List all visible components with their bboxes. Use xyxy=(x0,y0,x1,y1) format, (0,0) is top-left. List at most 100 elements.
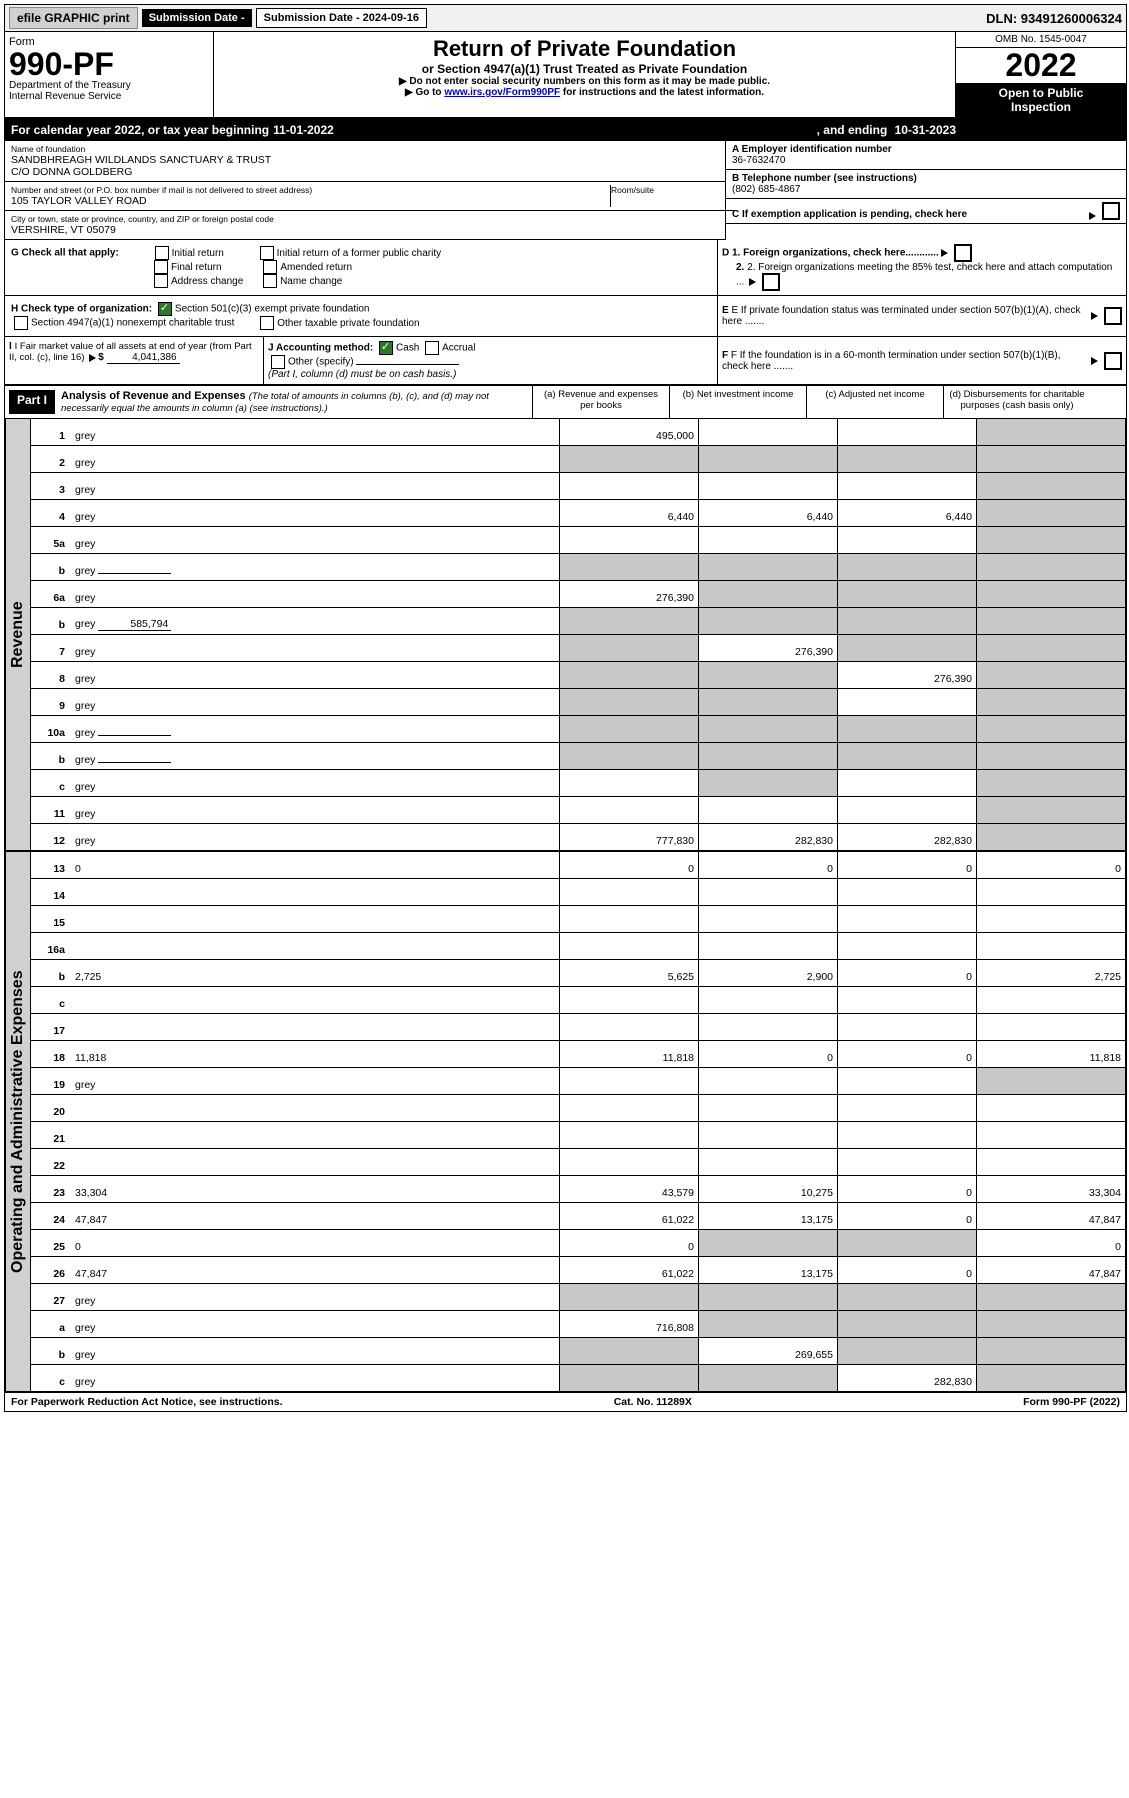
triangle-i xyxy=(89,354,96,362)
line-num: b xyxy=(31,1338,72,1365)
chk-4947a1[interactable] xyxy=(14,316,28,330)
foundation-name-1: SANDBHREAGH WILDLANDS SANCTUARY & TRUST xyxy=(11,154,719,166)
chk-other-method[interactable] xyxy=(271,355,285,369)
chk-other-taxable[interactable] xyxy=(260,316,274,330)
opt-name: Name change xyxy=(280,276,342,287)
section-i-j-f-row: I I Fair market value of all assets at e… xyxy=(5,337,1126,384)
part1-badge: Part I xyxy=(9,390,55,414)
j-note: (Part I, column (d) must be on cash basi… xyxy=(268,369,456,380)
chk-cash[interactable] xyxy=(379,341,393,355)
line-num: 11 xyxy=(31,797,72,824)
form-container: efile GRAPHIC print Submission Date - Su… xyxy=(4,4,1127,1412)
chk-final-return[interactable] xyxy=(154,260,168,274)
omb-number: OMB No. 1545-0047 xyxy=(956,32,1126,48)
chk-501c3[interactable] xyxy=(158,302,172,316)
d1-checkbox[interactable] xyxy=(954,244,972,262)
ein-label: A Employer identification number xyxy=(732,144,1120,155)
opt-final: Final return xyxy=(171,262,222,273)
revenue-table: 1grey495,0002grey3grey4grey6,4406,4406,4… xyxy=(30,419,1126,851)
submission-date-label: Submission Date - xyxy=(142,9,252,27)
revenue-side-label: Revenue xyxy=(5,419,30,851)
line-desc: grey xyxy=(71,500,560,527)
table-row: 7grey276,390 xyxy=(31,635,1126,662)
table-row: 19grey xyxy=(31,1068,1126,1095)
triangle-f xyxy=(1091,357,1098,365)
line-num: 9 xyxy=(31,689,72,716)
table-row: bgrey 585,794 xyxy=(31,608,1126,635)
table-row: bgrey xyxy=(31,554,1126,581)
line-num: c xyxy=(31,987,72,1014)
line-num: b xyxy=(31,960,72,987)
table-row: 12grey777,830282,830282,830 xyxy=(31,824,1126,851)
room-label: Room/suite xyxy=(611,185,731,195)
exemption-pending-cell: C If exemption application is pending, c… xyxy=(726,199,1126,224)
f-checkbox[interactable] xyxy=(1104,352,1122,370)
chk-address-change[interactable] xyxy=(154,274,168,288)
line-desc: grey xyxy=(71,554,560,581)
header-left: Form 990-PF Department of the Treasury I… xyxy=(5,32,214,117)
line-desc: grey xyxy=(71,824,560,851)
open-public-badge: Open to Public Inspection xyxy=(956,83,1126,117)
table-row: b2,7255,6252,90002,725 xyxy=(31,960,1126,987)
triangle-d2 xyxy=(749,278,756,286)
line-num: 7 xyxy=(31,635,72,662)
line-desc xyxy=(71,1095,560,1122)
col-d-header: (d) Disbursements for charitable purpose… xyxy=(943,386,1090,418)
form-instructions-link[interactable]: www.irs.gov/Form990PF xyxy=(444,87,560,98)
line-desc xyxy=(71,879,560,906)
line-num: 17 xyxy=(31,1014,72,1041)
line-desc: grey xyxy=(71,527,560,554)
col-a-header: (a) Revenue and expenses per books xyxy=(532,386,669,418)
table-row: 2647,84761,02213,175047,847 xyxy=(31,1257,1126,1284)
phone-label: B Telephone number (see instructions) xyxy=(732,173,1120,184)
footer-cat: Cat. No. 11289X xyxy=(614,1396,692,1408)
line-desc: 33,304 xyxy=(71,1176,560,1203)
line-desc: grey xyxy=(71,635,560,662)
line-desc: 11,818 xyxy=(71,1041,560,1068)
chk-name-change[interactable] xyxy=(263,274,277,288)
line-desc xyxy=(71,1014,560,1041)
line-num: 10a xyxy=(31,716,72,743)
line-num: 2 xyxy=(31,446,72,473)
col-c-header: (c) Adjusted net income xyxy=(806,386,943,418)
efile-print-button[interactable]: efile GRAPHIC print xyxy=(9,7,138,29)
address-row: Number and street (or P.O. box number if… xyxy=(5,182,737,211)
line-desc: grey xyxy=(71,797,560,824)
submission-date-value: Submission Date - 2024-09-16 xyxy=(256,8,427,28)
table-row: 22 xyxy=(31,1149,1126,1176)
g-label: G Check all that apply: xyxy=(11,248,119,259)
line-desc: grey xyxy=(71,473,560,500)
table-row: bgrey269,655 xyxy=(31,1338,1126,1365)
chk-initial-former[interactable] xyxy=(260,246,274,260)
line-desc: 0 xyxy=(71,1230,560,1257)
chk-initial-return[interactable] xyxy=(155,246,169,260)
line-num: 1 xyxy=(31,419,72,446)
line-desc xyxy=(71,906,560,933)
table-row: 2333,30443,57910,275033,304 xyxy=(31,1176,1126,1203)
d2-checkbox[interactable] xyxy=(762,273,780,291)
note-link-post: for instructions and the latest informat… xyxy=(560,87,764,98)
table-row: 16a xyxy=(31,933,1126,960)
table-row: agrey716,808 xyxy=(31,1311,1126,1338)
table-row: 15 xyxy=(31,906,1126,933)
chk-amended-return[interactable] xyxy=(263,260,277,274)
exemption-checkbox[interactable] xyxy=(1102,202,1120,220)
city-value: VERSHIRE, VT 05079 xyxy=(11,224,719,236)
expenses-section: Operating and Administrative Expenses 13… xyxy=(5,851,1126,1392)
line-desc: grey xyxy=(71,716,560,743)
line-num: 25 xyxy=(31,1230,72,1257)
table-row: 1300000 xyxy=(31,852,1126,879)
table-row: 4grey6,4406,4406,440 xyxy=(31,500,1126,527)
table-row: cgrey282,830 xyxy=(31,1365,1126,1392)
top-bar: efile GRAPHIC print Submission Date - Su… xyxy=(5,5,1126,32)
j-other: Other (specify) xyxy=(288,357,354,368)
form-footer: For Paperwork Reduction Act Notice, see … xyxy=(5,1392,1126,1411)
e-checkbox[interactable] xyxy=(1104,307,1122,325)
entity-left: Name of foundation SANDBHREAGH WILDLANDS… xyxy=(5,141,725,240)
table-row: 5agrey xyxy=(31,527,1126,554)
line-desc: grey xyxy=(71,1338,560,1365)
opt-initial: Initial return xyxy=(172,248,224,259)
note-link-pre: ▶ Go to xyxy=(405,87,444,98)
ein-cell: A Employer identification number 36-7632… xyxy=(726,141,1126,170)
chk-accrual[interactable] xyxy=(425,341,439,355)
